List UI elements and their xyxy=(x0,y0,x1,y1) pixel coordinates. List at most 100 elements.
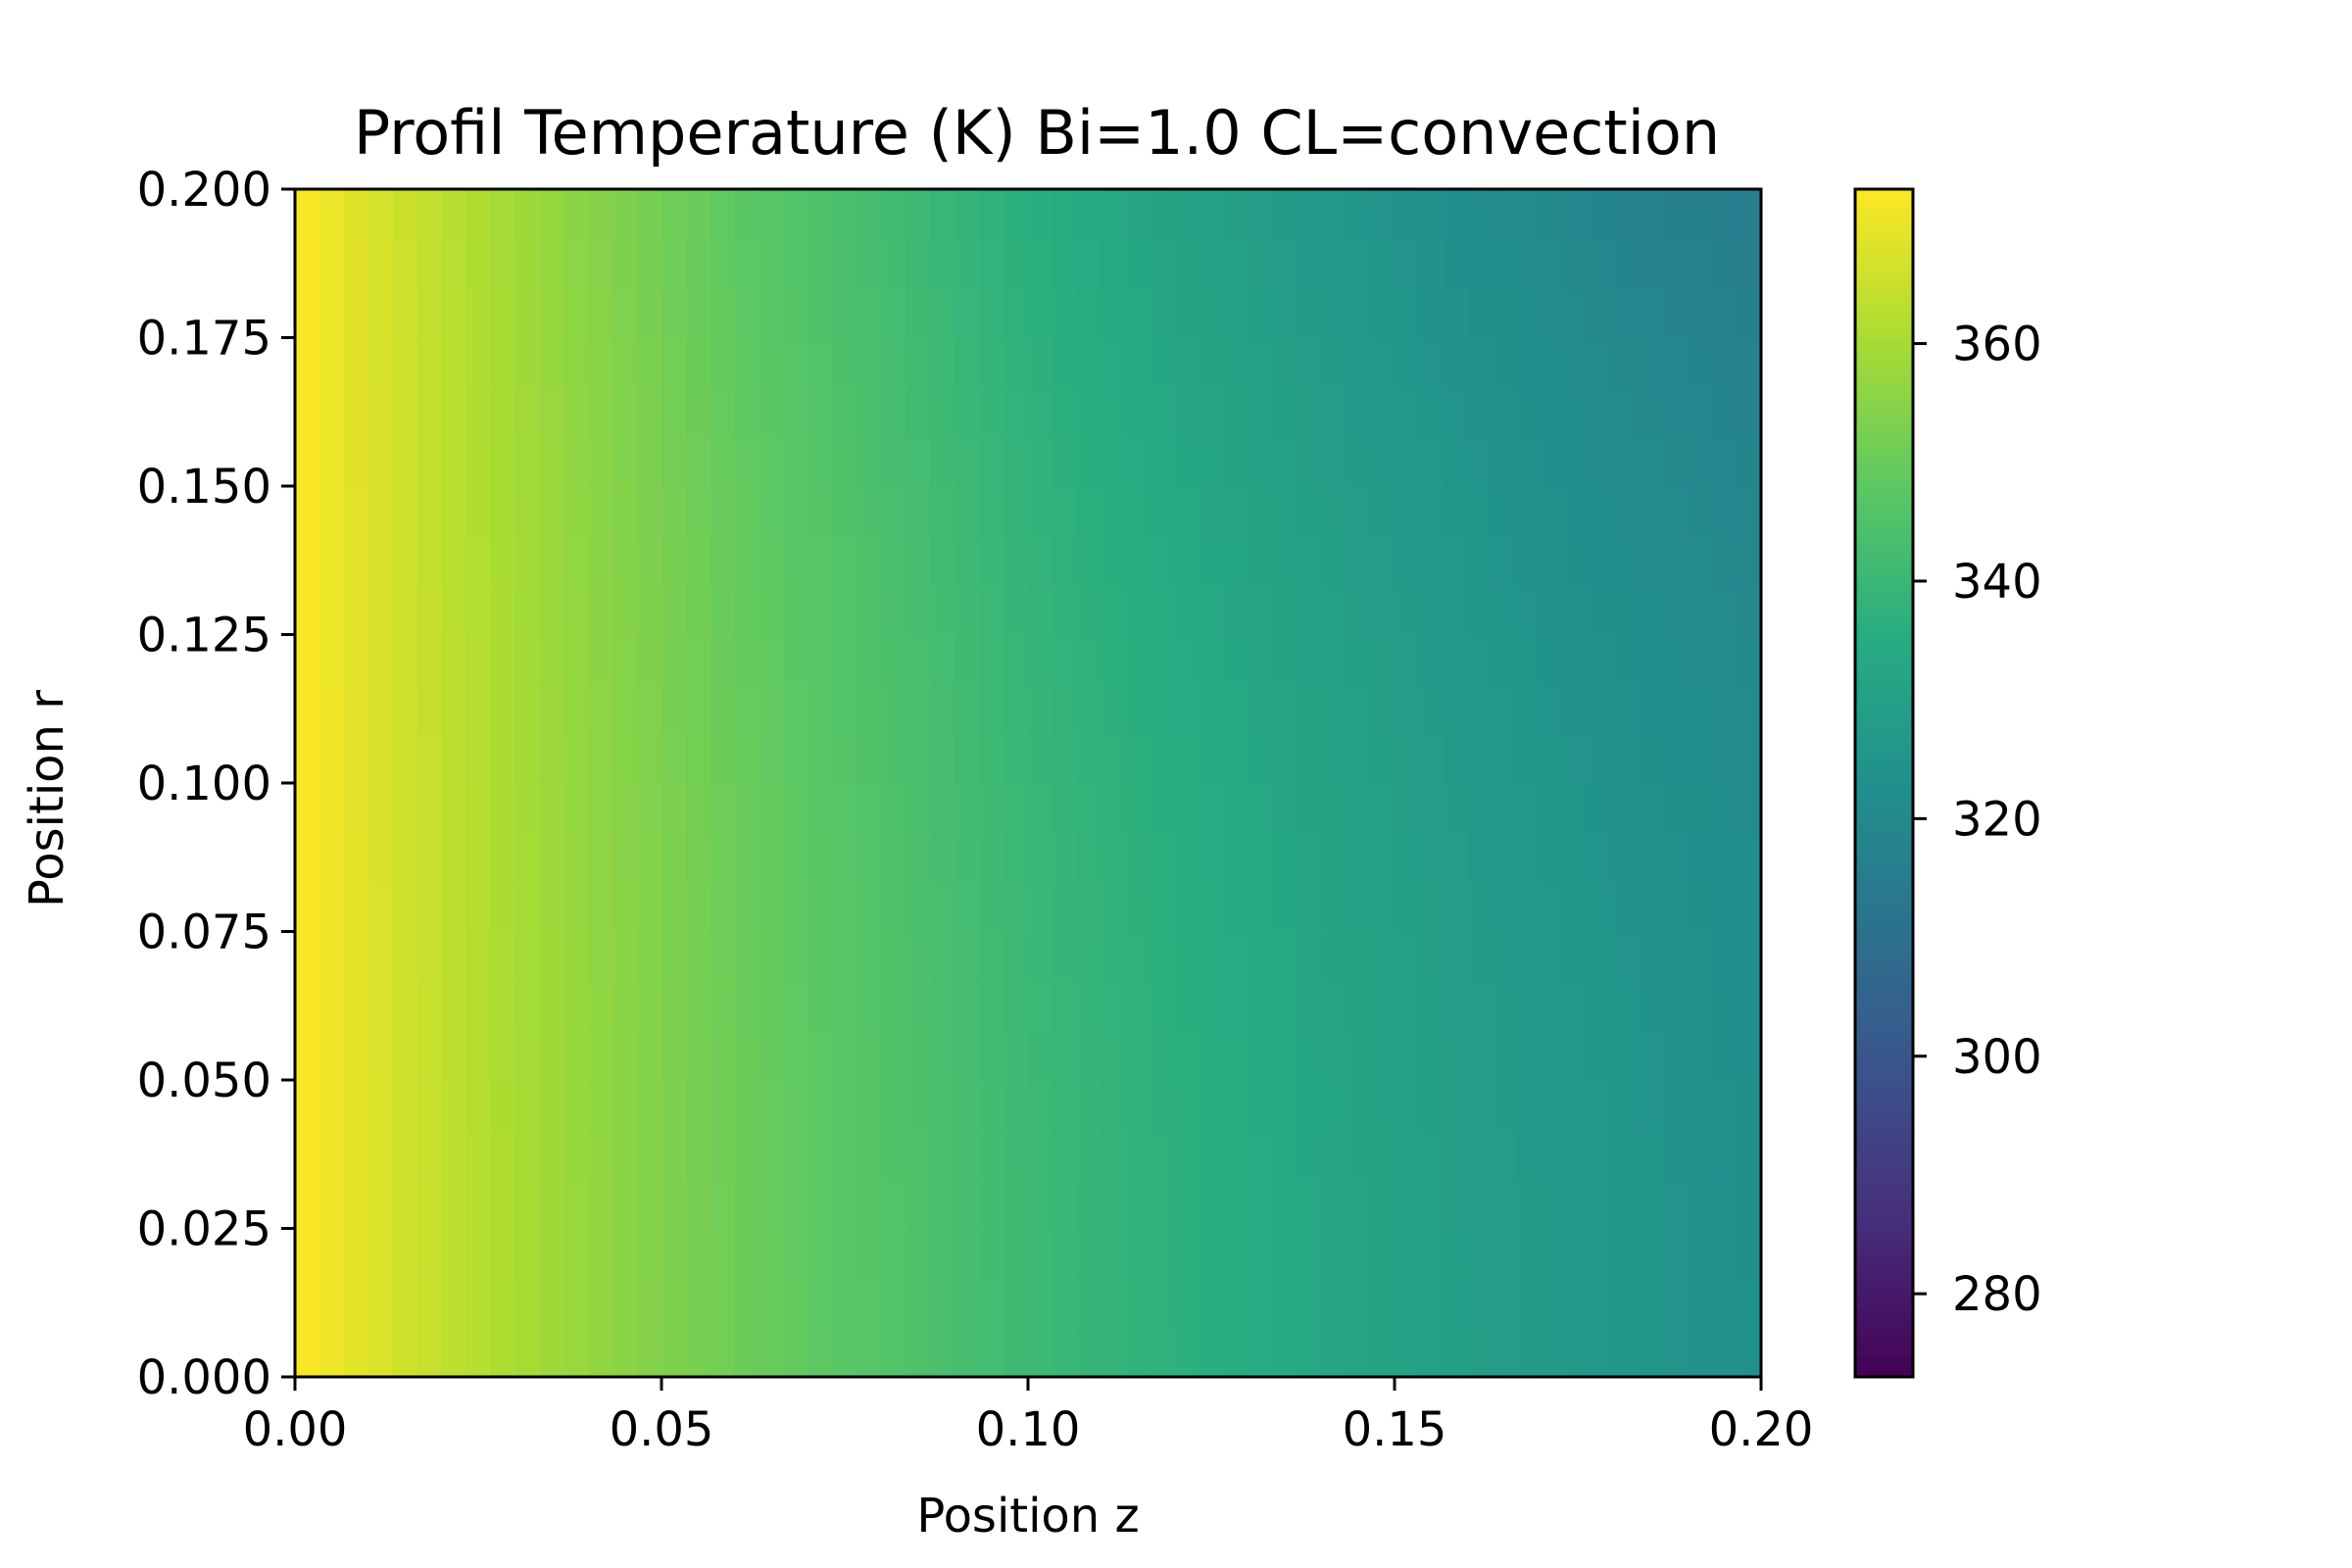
heatmap-cell xyxy=(955,832,980,883)
heatmap-cell xyxy=(1028,535,1054,586)
colorbar-segment xyxy=(1855,663,1913,675)
colorbar-segment xyxy=(1855,585,1913,596)
heatmap-cell xyxy=(1443,783,1469,834)
heatmap-cell xyxy=(832,436,858,487)
heatmap-cell xyxy=(1223,684,1250,735)
heatmap-cell xyxy=(857,832,883,883)
heatmap-cell xyxy=(662,634,687,685)
heatmap-cell xyxy=(295,832,320,883)
heatmap-cell xyxy=(588,288,613,339)
heatmap-cell xyxy=(857,1129,883,1180)
heatmap-cell xyxy=(1028,931,1054,982)
y-tick-label: 0.075 xyxy=(137,906,271,960)
heatmap-cell xyxy=(930,733,956,784)
heatmap-cell xyxy=(1467,634,1494,685)
heatmap-cell xyxy=(612,882,638,933)
heatmap-cell xyxy=(685,1327,711,1378)
heatmap-cell xyxy=(318,1030,345,1081)
heatmap-cell xyxy=(416,486,443,537)
colorbar-tick-label: 360 xyxy=(1952,318,2042,372)
heatmap-cell xyxy=(1395,1327,1420,1378)
heatmap-cell xyxy=(783,387,809,438)
heatmap-cell xyxy=(1370,634,1396,685)
heatmap-cell xyxy=(1443,238,1469,289)
heatmap-cell xyxy=(318,882,345,933)
heatmap-cell xyxy=(1565,931,1592,982)
heatmap-cell xyxy=(1174,436,1200,487)
heatmap-cell xyxy=(734,189,760,240)
heatmap-cell xyxy=(710,387,736,438)
heatmap-cell xyxy=(662,882,687,933)
heatmap-cell xyxy=(318,238,345,289)
heatmap-cell xyxy=(466,931,492,982)
heatmap-cell xyxy=(662,337,687,388)
colorbar-segment xyxy=(1855,308,1913,319)
heatmap-cell xyxy=(1418,1129,1445,1180)
heatmap-cell xyxy=(1223,585,1250,636)
heatmap-cell xyxy=(637,189,662,240)
heatmap-cell xyxy=(1052,684,1078,735)
heatmap-cell xyxy=(1639,337,1665,388)
heatmap-cell xyxy=(343,337,369,388)
heatmap-cell xyxy=(710,684,736,735)
heatmap-cell xyxy=(588,189,613,240)
heatmap-cell xyxy=(539,486,565,537)
heatmap-cell xyxy=(1492,931,1518,982)
heatmap-cell xyxy=(368,337,394,388)
heatmap-cell xyxy=(1346,387,1371,438)
heatmap-cell xyxy=(906,387,932,438)
heatmap-cell xyxy=(881,684,907,735)
heatmap-cell xyxy=(1028,832,1054,883)
colorbar-segment xyxy=(1855,861,1913,873)
heatmap-cell xyxy=(637,783,662,834)
heatmap-cell xyxy=(1321,634,1347,685)
heatmap-cell xyxy=(1688,882,1713,933)
heatmap-cell xyxy=(1346,486,1371,537)
heatmap-cell xyxy=(466,486,492,537)
heatmap-cell xyxy=(1150,288,1176,339)
heatmap-cell xyxy=(685,585,711,636)
heatmap-cell xyxy=(1467,337,1494,388)
heatmap-cell xyxy=(1492,238,1518,289)
heatmap-cell xyxy=(1370,832,1396,883)
colorbar-segment xyxy=(1855,902,1913,913)
heatmap-cell xyxy=(514,189,541,240)
heatmap-cell xyxy=(1223,634,1250,685)
heatmap-cell xyxy=(1321,882,1347,933)
colorbar-segment xyxy=(1855,238,1913,250)
colorbar-segment xyxy=(1855,456,1913,467)
heatmap-cell xyxy=(295,931,320,982)
heatmap-cell xyxy=(1297,535,1322,586)
heatmap-cell xyxy=(1590,931,1616,982)
heatmap-cell xyxy=(1223,1129,1250,1180)
heatmap-cell xyxy=(881,436,907,487)
heatmap-cell xyxy=(1565,1278,1592,1329)
x-tick-label: 0.10 xyxy=(976,1402,1081,1457)
heatmap-cell xyxy=(466,1179,492,1230)
colorbar-segment xyxy=(1855,1050,1913,1061)
heatmap-cell xyxy=(930,1080,956,1131)
colorbar-segment xyxy=(1855,426,1913,438)
heatmap-cell xyxy=(392,1030,418,1081)
heatmap-cell xyxy=(1737,486,1762,537)
heatmap-cell xyxy=(441,1080,467,1131)
heatmap-cell xyxy=(1395,733,1420,784)
heatmap-cell xyxy=(734,882,760,933)
heatmap-cell xyxy=(564,387,589,438)
heatmap-cell xyxy=(1492,1228,1518,1279)
heatmap-cell xyxy=(1297,585,1322,636)
heatmap-cell xyxy=(1737,1030,1762,1081)
heatmap-cell xyxy=(1467,931,1494,982)
heatmap-cell xyxy=(1346,436,1371,487)
colorbar-segment xyxy=(1855,1218,1913,1230)
heatmap-cell xyxy=(662,684,687,735)
heatmap-cell xyxy=(1712,238,1738,289)
heatmap-cell xyxy=(1346,337,1371,388)
heatmap-cell xyxy=(1639,733,1665,784)
heatmap-cell xyxy=(685,634,711,685)
heatmap-cell xyxy=(514,634,541,685)
heatmap-cell xyxy=(1076,486,1102,537)
heatmap-cell xyxy=(637,1080,662,1131)
heatmap-cell xyxy=(1663,238,1689,289)
heatmap-cell xyxy=(1516,486,1543,537)
